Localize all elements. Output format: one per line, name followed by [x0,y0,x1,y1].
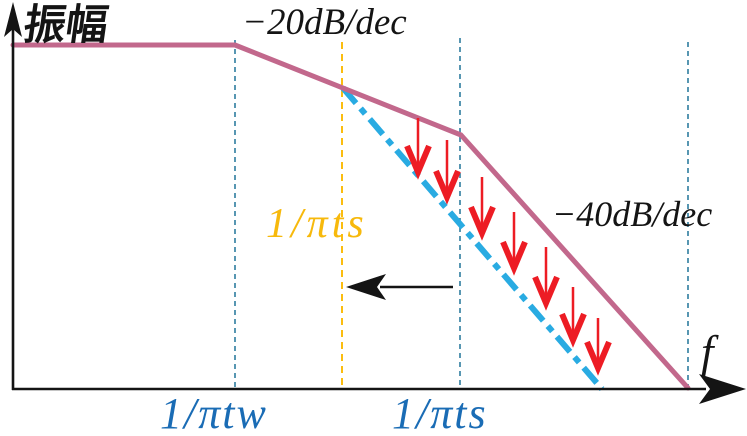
shift-arrow-down [468,177,496,241]
shifted-corner-label: 1/πts [266,201,368,247]
y-axis-arrowhead [4,2,22,37]
shift-arrow-down [559,287,587,348]
magnitude-response-curve [10,42,691,391]
x-axis [12,374,746,404]
shift-left-arrow [346,274,453,300]
shift-arrow-down [500,212,528,276]
shift-arrow-down [404,118,432,180]
shift-arrow-down [584,318,612,376]
slope-label-40db: −40dB/dec [552,194,713,234]
shift-arrow-group [404,118,612,376]
corner-frequency-label-tw: 1/πtw [160,389,268,436]
x-axis-arrowhead [699,374,746,404]
shift-arrow-down [532,247,560,311]
shift-arrow-down [433,140,461,205]
x-axis-label: f [701,327,714,377]
shift-left-arrowhead [346,274,386,300]
corner-frequency-label-ts: 1/πts [392,389,488,436]
slope-label-20db: −20dB/dec [242,2,407,43]
y-axis [4,2,22,390]
shifted-asymptote-line [340,86,605,391]
y-axis-label: 振幅 [20,1,112,48]
